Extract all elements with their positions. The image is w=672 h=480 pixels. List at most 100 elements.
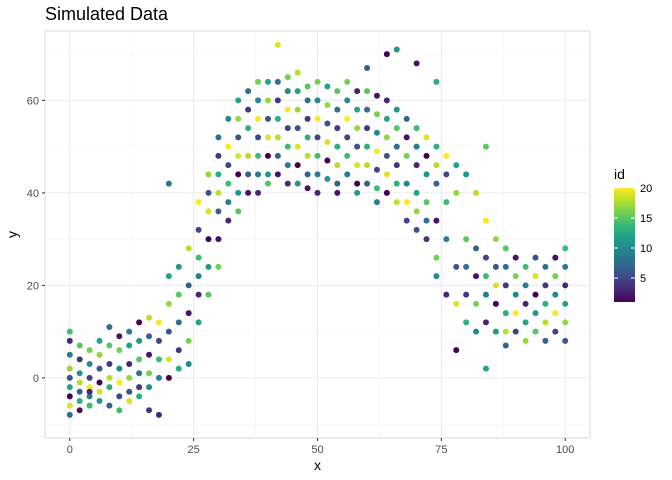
data-point (314, 115, 321, 122)
data-point (532, 310, 539, 317)
data-point (492, 236, 499, 243)
data-point (165, 300, 172, 307)
data-point (324, 176, 331, 182)
axes-layer: 0 25 50 75 100 0 20 40 60 x y (4, 95, 574, 473)
data-point (482, 273, 489, 280)
data-point (76, 388, 83, 395)
data-point (255, 171, 262, 178)
data-point (76, 379, 83, 386)
data-point (274, 171, 281, 178)
x-tick-label: 50 (311, 444, 323, 456)
data-point (126, 342, 133, 349)
data-point (66, 402, 73, 409)
data-point (482, 291, 489, 298)
data-point (354, 125, 361, 132)
data-point (433, 78, 440, 85)
data-point (373, 92, 380, 99)
data-point (155, 337, 162, 344)
data-point (255, 189, 262, 196)
data-point (344, 134, 351, 141)
data-point (235, 115, 242, 122)
data-point (324, 120, 331, 127)
data-point (502, 310, 509, 317)
data-point (393, 180, 400, 187)
data-point (314, 97, 321, 104)
data-point (255, 115, 262, 122)
data-point (126, 361, 133, 367)
data-point (66, 328, 73, 335)
data-point (304, 171, 311, 178)
data-point (66, 365, 73, 372)
data-point (146, 333, 153, 340)
data-point (284, 125, 291, 132)
data-point (512, 273, 519, 280)
data-point (393, 125, 400, 132)
data-point (205, 291, 212, 298)
data-point (274, 41, 281, 48)
data-point (354, 106, 361, 113)
data-point (393, 46, 400, 53)
data-point (383, 152, 390, 159)
data-point (354, 88, 361, 95)
data-point (155, 356, 162, 363)
data-point (76, 370, 83, 377)
data-point (304, 185, 311, 192)
data-point (116, 365, 123, 372)
y-tick-label: 20 (27, 280, 39, 292)
data-point (542, 319, 549, 326)
data-point (453, 189, 460, 196)
data-point (235, 189, 242, 196)
data-point (502, 282, 509, 289)
data-point (225, 115, 232, 122)
x-axis-label: x (314, 457, 321, 473)
data-point (373, 166, 380, 173)
data-point (245, 125, 252, 132)
data-point (225, 180, 232, 187)
data-point (225, 143, 232, 150)
data-point (195, 199, 202, 206)
data-point (284, 180, 291, 187)
data-point (205, 208, 212, 215)
data-point (116, 347, 123, 354)
data-point (522, 300, 529, 307)
data-point (235, 171, 242, 178)
data-point (76, 342, 83, 349)
data-point (403, 115, 410, 122)
data-point (106, 402, 113, 409)
data-point (393, 162, 400, 169)
data-point (482, 319, 489, 326)
data-point (136, 337, 143, 344)
data-point (255, 97, 262, 104)
data-point (423, 171, 430, 178)
data-point (215, 152, 222, 159)
data-point (364, 143, 371, 150)
data-point (86, 374, 93, 381)
data-point (66, 393, 73, 400)
data-point (324, 83, 331, 90)
data-point (76, 407, 83, 414)
data-point (433, 180, 440, 187)
data-point (453, 162, 460, 169)
data-point (314, 152, 321, 159)
data-point (413, 143, 420, 150)
data-point (294, 162, 301, 169)
chart-title: Simulated Data (45, 4, 169, 24)
data-point (502, 328, 509, 335)
x-tick-label: 100 (556, 444, 574, 456)
data-point (136, 384, 143, 391)
data-point (522, 319, 529, 326)
colorbar-tick-label: 20 (640, 183, 652, 195)
data-point (86, 393, 93, 400)
data-point (542, 300, 549, 307)
data-point (86, 384, 93, 391)
data-point (106, 324, 113, 330)
data-point (344, 97, 351, 104)
data-point (314, 134, 321, 141)
data-point (175, 263, 182, 270)
data-point (195, 273, 202, 280)
data-point (463, 263, 470, 270)
data-point (106, 374, 113, 381)
data-point (473, 273, 480, 280)
data-point (185, 282, 192, 289)
data-point (205, 236, 212, 243)
